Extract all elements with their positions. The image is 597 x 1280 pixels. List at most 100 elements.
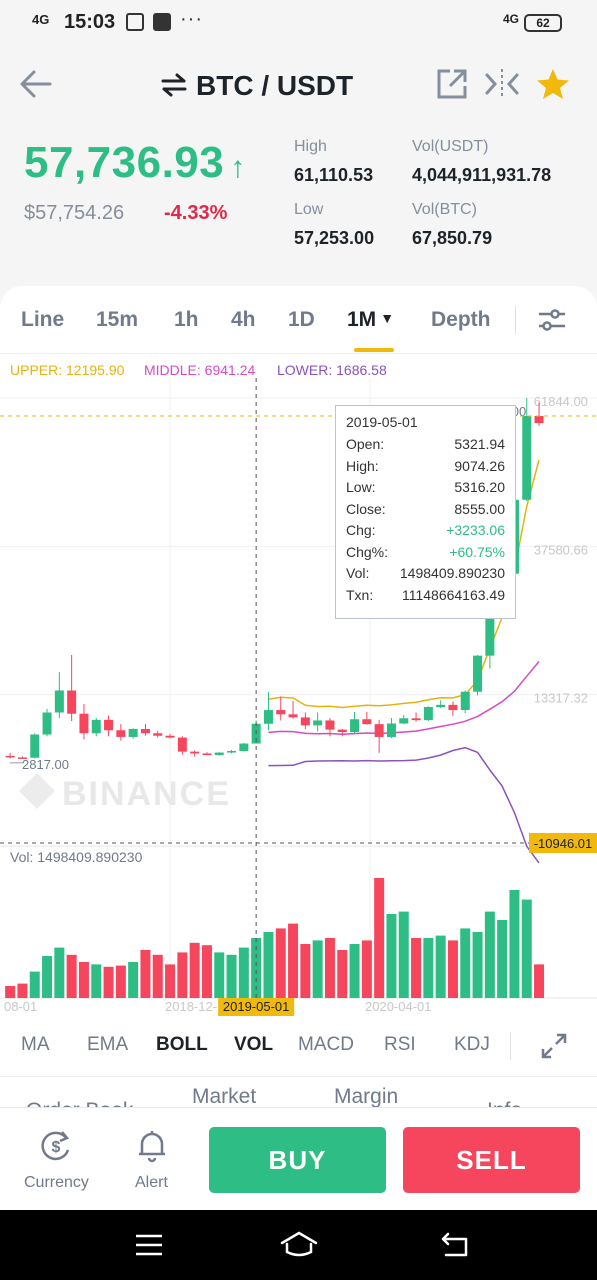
back-arrow-icon[interactable] xyxy=(18,68,54,100)
tab-1d[interactable]: 1D xyxy=(288,308,315,331)
volume-bar xyxy=(534,964,545,998)
volume-bar xyxy=(5,986,16,998)
candle-body xyxy=(350,719,360,733)
sell-button[interactable]: SELL xyxy=(403,1127,580,1193)
candlestick-chart[interactable]: BINANCE61844.0037580.6613317.322817.0061… xyxy=(0,378,597,1018)
volume-bar xyxy=(140,950,151,998)
candle-body xyxy=(386,723,396,737)
candle-body xyxy=(325,720,335,730)
volume-bar xyxy=(349,944,360,998)
boll-middle-label: MIDDLE: 6941.24 xyxy=(144,362,256,378)
candle-body xyxy=(399,718,409,724)
volume-bar xyxy=(226,954,237,998)
pair-title[interactable]: BTC / USDT xyxy=(160,70,353,102)
volume-bar xyxy=(263,932,274,998)
candle-body xyxy=(67,690,77,714)
action-bar: $ Currency Alert BUY SELL xyxy=(0,1107,597,1210)
volume-bar xyxy=(115,965,126,998)
active-tab-indicator xyxy=(354,348,394,352)
back-nav-icon[interactable] xyxy=(440,1231,470,1259)
tab-line[interactable]: Line xyxy=(21,308,65,331)
candle-body xyxy=(140,729,150,734)
candle-body xyxy=(214,752,224,755)
menu-icon[interactable] xyxy=(134,1233,164,1257)
candle-body xyxy=(91,719,101,734)
volume-bar xyxy=(398,911,409,998)
candle-body xyxy=(423,706,433,721)
bell-icon xyxy=(139,1131,165,1163)
chart-settings-icon[interactable] xyxy=(537,306,567,334)
volume-label: Vol: 1498409.890230 xyxy=(10,849,143,865)
buy-button[interactable]: BUY xyxy=(209,1127,386,1193)
volume-bar xyxy=(472,932,483,998)
favorite-star-icon[interactable] xyxy=(535,67,571,101)
candle-body xyxy=(202,753,212,755)
tooltip-row-label: Txn: xyxy=(346,586,374,603)
volume-bar xyxy=(78,962,89,998)
ind-boll[interactable]: BOLL xyxy=(156,1034,208,1055)
tooltip-row-label: Low: xyxy=(346,479,376,495)
battery-indicator: 62 xyxy=(524,14,562,32)
candle-body xyxy=(288,714,298,718)
price-up-arrow-icon: ↑ xyxy=(230,151,246,184)
volume-bar xyxy=(460,928,471,998)
fiat-price: $57,754.26 xyxy=(24,202,125,224)
tooltip-row: Close: 8555.00 xyxy=(346,499,505,521)
volume-bar xyxy=(288,923,299,998)
tab-margin[interactable]: Margin xyxy=(334,1085,399,1108)
ind-vol[interactable]: VOL xyxy=(234,1034,274,1055)
crosshair-date-bg xyxy=(218,998,295,1016)
tooltip-row-value: 5321.94 xyxy=(454,436,505,452)
volume-bar xyxy=(201,945,212,998)
fullscreen-icon[interactable] xyxy=(540,1032,568,1060)
ind-macd[interactable]: MACD xyxy=(298,1034,354,1055)
volume-bar xyxy=(435,935,446,998)
tooltip-row: Chg%: +60.75% xyxy=(346,542,505,564)
external-link-icon[interactable] xyxy=(436,68,468,100)
volume-bar xyxy=(509,890,520,998)
volume-bar xyxy=(386,914,397,998)
home-icon[interactable] xyxy=(279,1230,319,1260)
crosshair-date-label: 2019-05-01 xyxy=(223,999,290,1014)
tooltip-row: High: 9074.26 xyxy=(346,456,505,478)
volume-bar xyxy=(300,944,311,998)
tab-15m[interactable]: 15m xyxy=(96,308,139,331)
alert-button[interactable]: Alert xyxy=(128,1108,178,1211)
interval-tabs: Line 15m 1h 4h 1D 1M ▼ Depth xyxy=(0,286,597,354)
tooltip-row-label: Chg%: xyxy=(346,543,389,560)
compare-icon[interactable] xyxy=(484,66,520,102)
ind-ma[interactable]: MA xyxy=(21,1034,50,1055)
currency-exchange-icon: $ xyxy=(41,1131,70,1161)
tab-1m[interactable]: 1M ▼ xyxy=(347,308,394,332)
vol-btc-value: 67,850.79 xyxy=(412,228,493,248)
candle-body xyxy=(374,724,384,737)
tab-4h[interactable]: 4h xyxy=(231,308,256,331)
tab-1h[interactable]: 1h xyxy=(174,308,199,331)
volume-bar xyxy=(275,928,286,998)
volume-bar xyxy=(251,938,262,998)
volume-bar xyxy=(29,971,40,998)
tooltip-row-value: 5316.20 xyxy=(454,479,505,495)
candle-body xyxy=(460,691,470,711)
tooltip-row-value: 9074.26 xyxy=(454,457,505,474)
indicator-tabs: MA EMA BOLL VOL MACD RSI KDJ xyxy=(0,1024,597,1068)
currency-label: Currency xyxy=(24,1174,89,1191)
high-label: High xyxy=(294,138,327,155)
volume-bar xyxy=(17,983,28,998)
tooltip-row-value: +60.75% xyxy=(449,543,505,560)
volume-bar xyxy=(66,954,77,998)
currency-button[interactable]: $ Currency xyxy=(20,1108,94,1211)
tooltip-row: Low: 5316.20 xyxy=(346,477,505,499)
volume-bar xyxy=(214,952,225,998)
ind-ema[interactable]: EMA xyxy=(87,1034,129,1055)
boll-lower-line xyxy=(268,746,540,864)
tab-market[interactable]: Market xyxy=(192,1085,257,1108)
tab-depth[interactable]: Depth xyxy=(431,308,491,331)
vol-usdt-label: Vol(USDT) xyxy=(412,138,489,155)
candle-body xyxy=(534,415,544,424)
volume-bar xyxy=(128,962,139,998)
ind-rsi[interactable]: RSI xyxy=(384,1034,416,1055)
ind-kdj[interactable]: KDJ xyxy=(454,1034,490,1055)
vol-btc-label: Vol(BTC) xyxy=(412,201,477,218)
volume-bar xyxy=(312,940,323,998)
